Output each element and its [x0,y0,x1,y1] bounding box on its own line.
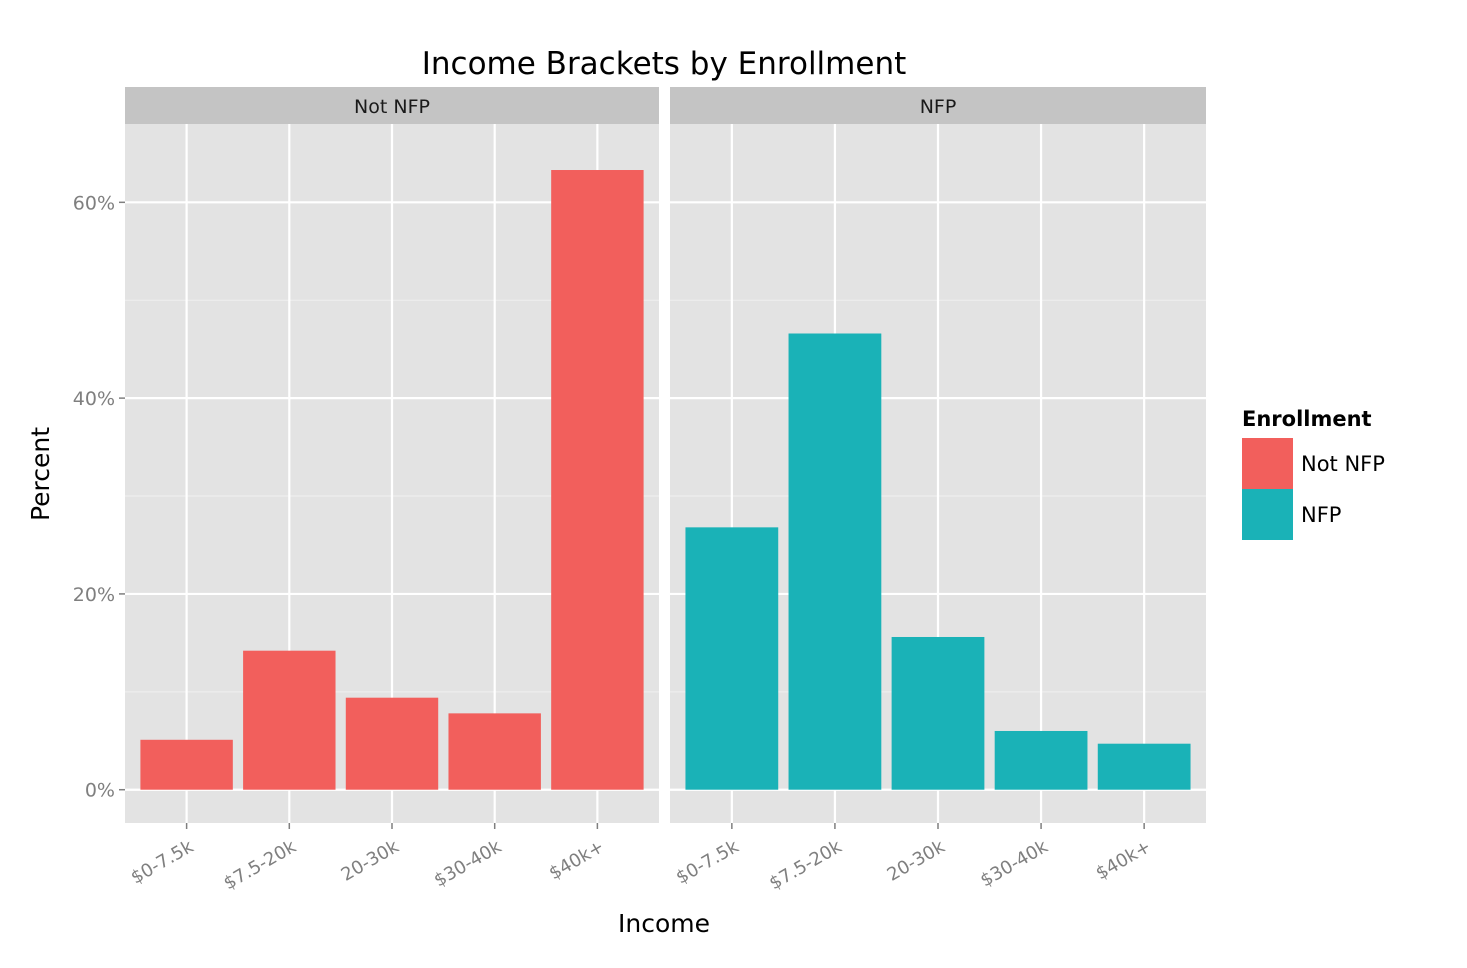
y-axis: 0% 20% 40% 60% [73,192,125,802]
bar-nfp-0 [685,527,779,790]
legend-key-swatch [1242,489,1293,540]
x-tick-label: $40k+ [546,836,608,884]
legend-entry-nfp: NFP [1242,489,1341,540]
legend-label: NFP [1301,503,1341,527]
facets-layer: Not NFP $0-7.5k $7.5-20k 20-30k $30-40k $40k+… [73,87,1206,894]
x-tick-label: 20-30k [884,836,949,886]
legend-label: Not NFP [1301,452,1385,476]
x-tick-label: $40k+ [1092,836,1154,884]
x-tick-label: $0-7.5k [127,836,197,889]
bar-not-nfp-0 [140,739,233,790]
bar-nfp-3 [994,730,1088,790]
x-tick-label: $7.5-20k [220,836,300,894]
y-tick-label: 40% [73,388,115,410]
x-tick-label: $0-7.5k [673,836,743,889]
y-tick-label: 0% [85,780,115,802]
legend-key-swatch [1242,438,1293,489]
facet-strip-label: Not NFP [354,96,430,118]
y-axis-label: Percent [26,427,55,521]
bar-nfp-2 [891,636,985,790]
x-axis-label: Income [618,909,710,938]
bar-not-nfp-4 [551,170,644,790]
bar-not-nfp-2 [345,697,439,790]
legend-title: Enrollment [1242,407,1372,431]
y-tick-label: 60% [73,192,115,214]
facet-strip-background [125,87,659,124]
legend-entry-not-nfp: Not NFP [1242,438,1385,489]
bar-nfp-4 [1097,743,1191,790]
bar-not-nfp-3 [448,713,541,790]
facet-panel-1: NFP $0-7.5k $7.5-20k 20-30k $30-40k $40k+ [670,87,1206,894]
x-tick-label: $7.5-20k [766,836,846,894]
bar-nfp-1 [788,333,882,790]
bar-not-nfp-1 [243,650,336,790]
legend: Enrollment Not NFP NFP [1242,407,1385,540]
facet-panel-0: Not NFP $0-7.5k $7.5-20k 20-30k $30-40k $40k+ [125,87,659,894]
chart-title: Income Brackets by Enrollment [422,46,907,82]
x-tick-label: 20-30k [338,836,403,886]
facet-strip-background [670,87,1206,124]
facet-strip-label: NFP [920,96,957,118]
x-tick-label: $30-40k [430,836,505,892]
x-tick-label: $30-40k [977,836,1052,892]
y-tick-label: 20% [73,584,115,606]
